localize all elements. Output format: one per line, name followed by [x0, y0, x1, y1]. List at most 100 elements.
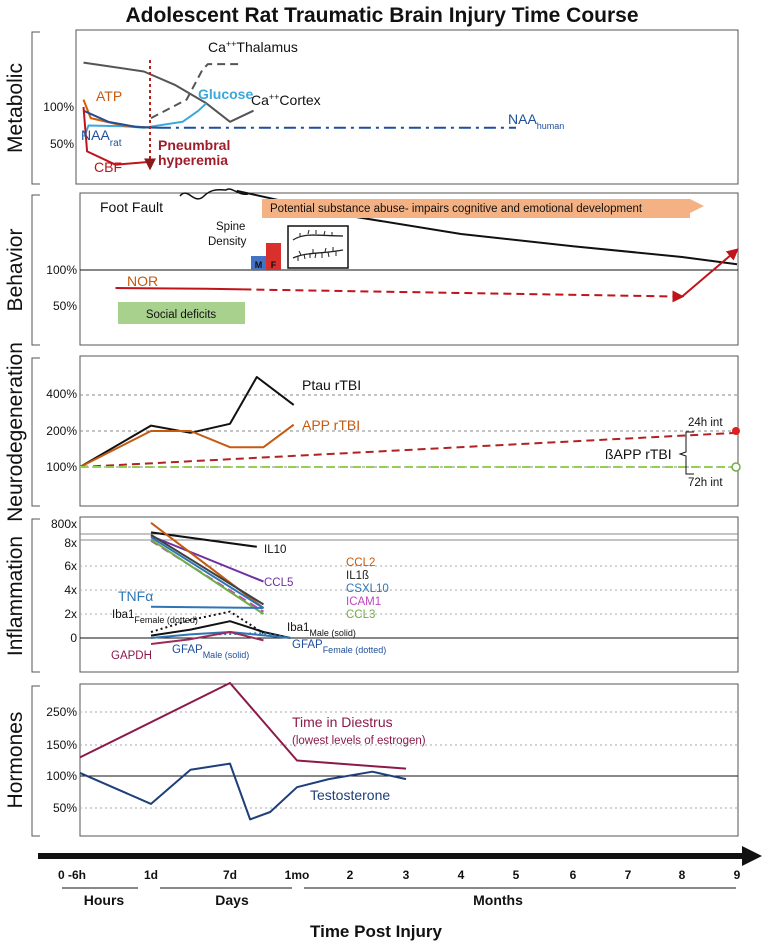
- label-iba1-female: Iba1Female (dotted): [112, 609, 198, 625]
- label-ccl2: CCL2: [346, 557, 375, 569]
- series-csxl10: [150, 536, 265, 609]
- label-social-deficits: Social deficits: [146, 309, 217, 321]
- series-testosterone: [79, 762, 407, 821]
- panel-label-neurodegeneration: Neurodegeneration: [4, 342, 27, 522]
- dendrite-image: [287, 225, 349, 269]
- series-ca-thalamus: [150, 63, 240, 119]
- label-hyperemia: hyperemia: [158, 152, 228, 168]
- series-ccl5: [150, 535, 264, 583]
- y-tick: 0: [70, 631, 77, 645]
- y-tick: 100%: [43, 100, 74, 114]
- label-testosterone: Testosterone: [310, 787, 390, 803]
- series--app-rtbi-24h-int: [79, 431, 738, 468]
- bapp-bracket: [678, 431, 694, 475]
- label-spine: Spine: [216, 221, 245, 233]
- series-app-rtbi: [79, 423, 295, 468]
- label-gapdh: GAPDH: [111, 650, 152, 662]
- label-diestrus: Time in Diestrus: [292, 714, 393, 730]
- y-tick: 100%: [46, 263, 77, 277]
- x-tick-label: 1mo: [285, 868, 310, 882]
- series-nor-recovery: [681, 248, 739, 298]
- label-naa-human: NAAhuman: [508, 111, 564, 131]
- series-gapdh: [150, 631, 264, 645]
- label-nor: NOR: [127, 273, 158, 289]
- label-foot-fault: Foot Fault: [100, 199, 163, 215]
- label-app: APP rTBI: [302, 417, 360, 433]
- series-iba1-male: [150, 620, 291, 639]
- y-tick-labels: 100% 50% 100% 50% 400% 200% 100% 800x 8x…: [43, 100, 77, 815]
- label-ca-cortex: Ca++Cortex: [251, 92, 321, 108]
- label-tnfa: TNFα: [118, 588, 153, 604]
- y-tick: 250%: [46, 705, 77, 719]
- x-tick-label: 2: [347, 868, 354, 882]
- y-tick: 400%: [46, 387, 77, 401]
- label-gfap-female: GFAPFemale (dotted): [292, 639, 386, 655]
- x-tick-label: 0 -6h: [58, 868, 86, 882]
- x-tick-label: 9: [734, 868, 741, 882]
- series-time-in-diestrus: [79, 682, 407, 770]
- label-naa-rat: NAArat: [81, 127, 122, 149]
- reference-lines: [80, 269, 738, 809]
- x-group-days: Days: [215, 892, 249, 908]
- label-pneumbral: Pneumbral: [158, 137, 230, 153]
- y-tick: 50%: [53, 801, 77, 815]
- series-iba1-female: [150, 610, 265, 635]
- panel-brackets: [31, 31, 40, 837]
- spine-density-bar-f: [266, 243, 281, 270]
- series-il10: [150, 531, 257, 548]
- x-axis-title: Time Post Injury: [310, 922, 442, 941]
- bapp-72h-endpoint: [731, 462, 741, 472]
- y-tick: 100%: [46, 460, 77, 474]
- x-tick-label: 8: [679, 868, 686, 882]
- y-tick: 50%: [53, 299, 77, 313]
- x-tick-label: 5: [513, 868, 520, 882]
- panel-inflammation-frame: [79, 516, 739, 673]
- label-substance-abuse: Potential substance abuse- impairs cogni…: [270, 203, 643, 215]
- panel-hormones-frame: [79, 683, 739, 837]
- bapp-24h-endpoint: [732, 427, 740, 435]
- series-ptau-rtbi: [79, 376, 295, 468]
- label-cbf: CBF: [94, 159, 122, 175]
- y-tick: 150%: [46, 738, 77, 752]
- panel-metabolic-frame: [75, 29, 739, 185]
- label-gfap-male: GFAPMale (solid): [172, 644, 249, 660]
- social-deficits-box: [118, 302, 245, 324]
- y-tick: 100%: [46, 769, 77, 783]
- series-gfap-female: [214, 632, 291, 639]
- series-nor-projected-: [243, 288, 685, 303]
- label-ccl5: CCL5: [264, 577, 293, 589]
- panel-label-inflammation: Inflammation: [4, 536, 27, 656]
- label-72h: 72h int: [688, 477, 723, 489]
- series-ca-cortex: [83, 61, 254, 123]
- y-tick: 6x: [64, 559, 77, 573]
- time-axis-arrow: [38, 846, 762, 866]
- y-tick: 200%: [46, 424, 77, 438]
- chart-title: Adolescent Rat Traumatic Brain Injury Ti…: [125, 4, 638, 27]
- bar-label-f: F: [271, 260, 277, 270]
- series-ccl2: [150, 522, 265, 609]
- y-tick: 800x: [51, 517, 77, 531]
- bar-label-m: M: [255, 260, 263, 270]
- x-tick-label: 7: [625, 868, 632, 882]
- series-gfap-male: [150, 631, 291, 639]
- y-tick: 2x: [64, 607, 77, 621]
- label-diestrus-note: (lowest levels of estrogen): [292, 735, 426, 747]
- label-24h: 24h int: [688, 417, 723, 429]
- label-iba1-male: Iba1Male (solid): [287, 622, 356, 638]
- series-layer: [79, 61, 739, 821]
- panel-behavior-frame: [79, 192, 739, 346]
- y-tick: 8x: [64, 536, 77, 550]
- panel-label-metabolic: Metabolic: [4, 63, 27, 153]
- label-icam1: ICAM1: [346, 596, 381, 608]
- x-tick-labels: 0 -6h 1d 7d 1mo 2 3 4 5 6 7 8 9: [58, 868, 741, 882]
- x-group-hours: Hours: [84, 892, 125, 908]
- y-tick: 4x: [64, 583, 77, 597]
- x-tick-label: 1d: [144, 868, 158, 882]
- label-ca-thalamus: Ca++Thalamus: [208, 39, 298, 55]
- label-csxl10: CSXL10: [346, 583, 389, 595]
- x-tick-label: 7d: [223, 868, 237, 882]
- label-density: Density: [208, 236, 247, 248]
- label-bapp: ßAPP rTBI: [605, 446, 672, 462]
- series-naa-rat: [83, 109, 159, 129]
